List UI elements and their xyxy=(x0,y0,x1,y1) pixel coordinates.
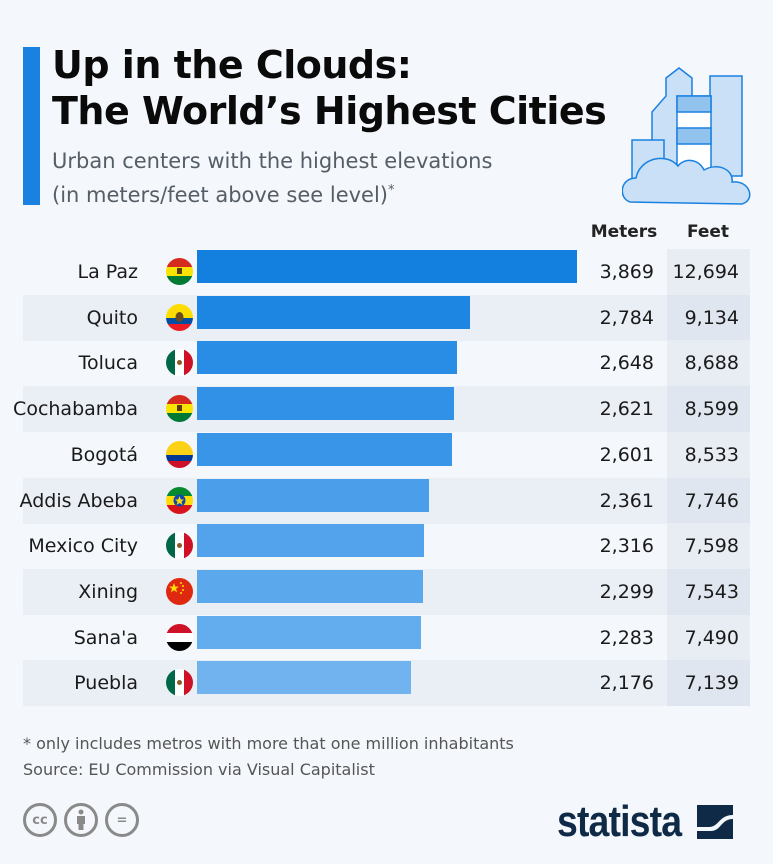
flag-china-icon xyxy=(166,577,193,605)
city-label: Toluca xyxy=(78,352,138,375)
chart-title: Up in the Clouds: The World’s Highest Ci… xyxy=(52,42,607,134)
flag-bolivia-icon xyxy=(166,395,193,423)
license-icons[interactable]: cc = xyxy=(23,803,139,837)
meters-value: 2,176 xyxy=(599,672,654,695)
flag-mexico-icon xyxy=(166,349,193,377)
column-header-meters: Meters xyxy=(590,222,658,242)
feet-cell-bg xyxy=(667,431,750,478)
subtitle-line-2-text: (in meters/feet above see level) xyxy=(52,183,388,207)
feet-value: 8,688 xyxy=(684,352,739,375)
bar xyxy=(197,569,423,603)
bar xyxy=(197,661,411,695)
table-row: Sana'a 2,283 7,490 xyxy=(23,614,750,661)
feet-cell-bg xyxy=(667,614,750,661)
feet-cell-bg xyxy=(667,249,750,295)
feet-cell-bg xyxy=(667,340,750,387)
table-row: Puebla 2,176 7,139 xyxy=(23,660,750,707)
feet-value: 8,599 xyxy=(684,398,739,421)
city-label: Cochabamba xyxy=(13,398,138,421)
statista-logo[interactable]: statista xyxy=(557,797,734,847)
bar xyxy=(197,295,470,329)
feet-cell-bg xyxy=(667,477,750,524)
city-label: Puebla xyxy=(74,672,138,695)
meters-value: 2,648 xyxy=(599,352,654,375)
feet-cell-bg xyxy=(667,386,750,433)
title-line-2: The World’s Highest Cities xyxy=(52,89,607,133)
table-row: La Paz 3,869 12,694 xyxy=(23,249,750,295)
flag-bolivia-icon xyxy=(166,258,193,285)
footnote: * only includes metros with more that on… xyxy=(23,734,514,753)
meters-value: 2,621 xyxy=(599,398,654,421)
bar xyxy=(197,432,452,466)
flag-colombia-icon xyxy=(166,440,193,468)
bar xyxy=(197,524,424,558)
flag-ethiopia-icon xyxy=(166,486,193,514)
title-line-1: Up in the Clouds: xyxy=(52,43,412,87)
feet-value: 7,598 xyxy=(684,535,739,558)
attribution-icon[interactable] xyxy=(64,803,98,837)
table-row: Quito 2,784 9,134 xyxy=(23,294,750,341)
table-row: Cochabamba 2,621 8,599 xyxy=(13,386,750,433)
bar xyxy=(197,387,454,421)
subtitle-line-2: (in meters/feet above see level)* xyxy=(52,176,492,210)
meters-value: 2,784 xyxy=(599,306,654,329)
title-accent-bar xyxy=(23,47,40,205)
column-header-feet: Feet xyxy=(686,222,730,242)
table-row: Bogotá 2,601 8,533 xyxy=(23,431,750,478)
meters-value: 3,869 xyxy=(599,261,654,283)
subtitle-line-1: Urban centers with the highest elevation… xyxy=(52,149,493,173)
city-label: Sana'a xyxy=(73,626,138,649)
chart-subtitle: Urban centers with the highest elevation… xyxy=(52,147,492,210)
table-row: Xining 2,299 7,543 xyxy=(23,568,750,615)
feet-value: 7,490 xyxy=(684,626,739,649)
meters-value: 2,316 xyxy=(599,535,654,558)
footnote-mark: * xyxy=(388,183,395,198)
bar xyxy=(197,615,421,649)
flag-mexico-icon xyxy=(166,669,193,697)
city-label: Mexico City xyxy=(28,535,138,558)
feet-value: 7,543 xyxy=(684,580,739,603)
city-label: Xining xyxy=(78,580,138,603)
footer-notes: * only includes metros with more that on… xyxy=(23,731,514,783)
feet-value: 12,694 xyxy=(672,261,739,283)
feet-cell-bg xyxy=(667,660,750,707)
bar xyxy=(197,250,577,283)
source-text: Source: EU Commission via Visual Capital… xyxy=(23,760,375,779)
table-row: Mexico City 2,316 7,598 xyxy=(23,523,750,570)
flag-mexico-icon xyxy=(166,532,193,560)
feet-value: 9,134 xyxy=(684,306,739,329)
city-label: Quito xyxy=(86,306,138,329)
feet-value: 7,746 xyxy=(684,489,739,512)
person-icon xyxy=(77,809,85,830)
feet-value: 7,139 xyxy=(684,672,739,695)
feet-value: 8,533 xyxy=(684,443,739,466)
city-cloud-icon xyxy=(622,67,751,205)
city-label: Bogotá xyxy=(70,443,138,466)
feet-cell-bg xyxy=(667,568,750,615)
table-row: Addis Abeba 2,361 7,746 xyxy=(19,477,750,524)
feet-cell-bg xyxy=(667,523,750,570)
bar xyxy=(197,341,457,375)
bar xyxy=(197,478,429,512)
flag-ecuador-icon xyxy=(166,303,193,331)
city-label: La Paz xyxy=(77,261,139,283)
meters-value: 2,299 xyxy=(599,580,654,603)
feet-cell-bg xyxy=(667,294,750,341)
no-derivatives-icon[interactable]: = xyxy=(105,803,139,837)
meters-value: 2,601 xyxy=(599,443,654,466)
meters-value: 2,361 xyxy=(599,489,654,512)
statista-wordmark: statista xyxy=(557,797,682,846)
table-row: Toluca 2,648 8,688 xyxy=(23,340,750,387)
statista-logo-icon xyxy=(697,805,734,839)
city-label: Addis Abeba xyxy=(19,489,138,512)
meters-value: 2,283 xyxy=(599,626,654,649)
flag-yemen-icon xyxy=(166,623,193,651)
cc-icon[interactable]: cc xyxy=(23,803,57,837)
